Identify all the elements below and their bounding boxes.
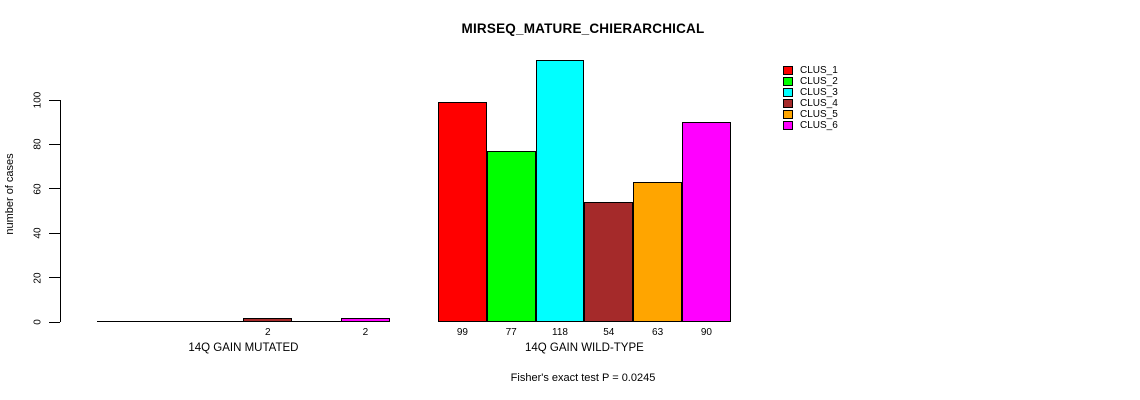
bar-value-label: 118 [552,327,568,338]
y-tick-mark [49,99,60,101]
legend-swatch-icon [783,77,793,86]
chart-title: MIRSEQ_MATURE_CHIERARCHICAL [461,21,705,36]
legend-swatch-icon [783,66,793,75]
y-tick-label: 80 [32,138,44,150]
legend-label: CLUS_6 [800,120,838,131]
y-tick-label: 40 [32,227,44,239]
footnote-text: Fisher's exact test P = 0.0245 [510,372,656,384]
legend-label: CLUS_1 [800,65,838,76]
legend: CLUS_1 CLUS_2 CLUS_3 CLUS_4 CLUS_5 CLUS_6 [783,65,838,131]
bar-value-label: 77 [505,327,517,338]
y-tick-mark [49,321,60,323]
bar-clus_6 [682,122,731,322]
y-tick-mark [49,232,60,234]
bar-value-label: 90 [700,327,712,338]
y-tick-mark [49,277,60,279]
legend-item-clus_3: CLUS_3 [783,87,838,98]
legend-item-clus_2: CLUS_2 [783,76,838,87]
legend-swatch-icon [783,121,793,130]
y-tick-label: 100 [32,91,44,109]
bar-value-label: 54 [603,327,615,338]
x-group-label: 14Q GAIN MUTATED [188,342,299,354]
bar-clus_6 [341,317,390,322]
bar-value-label: 2 [265,327,271,338]
y-tick-mark [49,188,60,190]
bar-clus_4 [584,202,634,322]
bar-clus_3 [535,60,585,322]
y-tick-label: 20 [32,272,44,284]
legend-item-clus_4: CLUS_4 [783,98,838,109]
bar-clus_5 [633,182,682,322]
zero-height-bar [292,321,341,322]
zero-height-bar [145,321,195,322]
legend-swatch-icon [783,99,793,108]
bar-clus_1 [438,102,487,322]
bar-value-label: 99 [456,327,468,338]
legend-label: CLUS_2 [800,76,838,87]
legend-label: CLUS_4 [800,98,838,109]
legend-item-clus_5: CLUS_5 [783,109,838,120]
y-axis-line [60,100,61,322]
y-axis-label: number of cases [4,153,16,235]
bar-clus_2 [486,151,536,322]
legend-label: CLUS_3 [800,87,838,98]
legend-item-clus_6: CLUS_6 [783,120,838,131]
bar-value-label: 63 [652,327,664,338]
legend-label: CLUS_5 [800,109,838,120]
bar-clus_4 [243,317,293,322]
legend-item-clus_1: CLUS_1 [783,65,838,76]
x-group-label: 14Q GAIN WILD-TYPE [524,342,644,354]
zero-height-bar [194,321,244,322]
legend-swatch-icon [783,88,793,97]
bar-value-label: 2 [362,327,369,338]
legend-swatch-icon [783,110,793,119]
y-tick-label: 0 [32,319,44,325]
y-tick-label: 60 [32,183,44,195]
zero-height-bar [97,321,146,322]
y-tick-mark [49,143,60,145]
